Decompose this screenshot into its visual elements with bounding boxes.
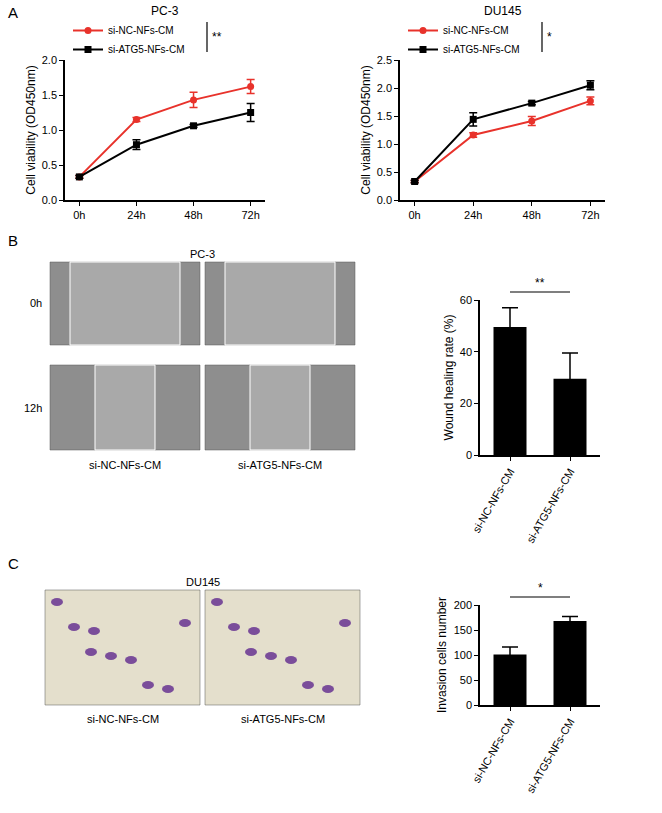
- svg-text:si-NC-NFs-CM: si-NC-NFs-CM: [470, 716, 516, 784]
- svg-text:200: 200: [454, 599, 472, 611]
- svg-text:60: 60: [460, 294, 472, 306]
- svg-text:**: **: [212, 30, 222, 44]
- svg-text:Cell viability (OD450nm): Cell viability (OD450nm): [359, 65, 373, 194]
- svg-text:0: 0: [466, 449, 472, 461]
- svg-text:0.5: 0.5: [377, 166, 392, 178]
- svg-text:si-NC-NFs-CM: si-NC-NFs-CM: [470, 466, 516, 534]
- svg-text:0h: 0h: [409, 209, 421, 221]
- svg-text:C: C: [8, 555, 19, 572]
- svg-text:50: 50: [460, 674, 472, 686]
- svg-text:24h: 24h: [127, 209, 145, 221]
- svg-text:0: 0: [466, 699, 472, 711]
- svg-text:si-ATG5-NFs-CM: si-ATG5-NFs-CM: [238, 459, 322, 471]
- svg-text:20: 20: [460, 397, 472, 409]
- svg-text:40: 40: [460, 346, 472, 358]
- svg-text:0h: 0h: [73, 209, 85, 221]
- svg-text:1.0: 1.0: [42, 124, 57, 136]
- svg-text:si-ATG5-NFs-CM: si-ATG5-NFs-CM: [524, 466, 576, 545]
- svg-text:*: *: [538, 581, 543, 595]
- svg-text:100: 100: [454, 649, 472, 661]
- svg-text:si-NC-NFs-CM: si-NC-NFs-CM: [87, 713, 159, 725]
- svg-text:0.5: 0.5: [42, 159, 57, 171]
- svg-text:72h: 72h: [581, 209, 599, 221]
- svg-text:B: B: [8, 232, 18, 249]
- svg-text:DU145: DU145: [484, 4, 522, 18]
- svg-text:0.0: 0.0: [42, 194, 57, 206]
- svg-text:DU145: DU145: [186, 576, 220, 588]
- svg-text:1.5: 1.5: [377, 110, 392, 122]
- svg-text:Wound healing rate (%): Wound healing rate (%): [442, 315, 456, 441]
- svg-text:si-ATG5-NFs-CM: si-ATG5-NFs-CM: [443, 44, 519, 55]
- svg-text:si-NC-NFs-CM: si-NC-NFs-CM: [89, 459, 161, 471]
- svg-text:1.5: 1.5: [42, 89, 57, 101]
- svg-text:Cell viability (OD450nm): Cell viability (OD450nm): [24, 65, 38, 194]
- svg-text:PC-3: PC-3: [151, 4, 179, 18]
- svg-text:150: 150: [454, 624, 472, 636]
- svg-text:2.5: 2.5: [377, 54, 392, 66]
- svg-text:si-NC-NFs-CM: si-NC-NFs-CM: [443, 25, 509, 36]
- svg-text:*: *: [547, 30, 552, 44]
- svg-text:**: **: [535, 276, 545, 290]
- svg-text:12h: 12h: [24, 402, 42, 414]
- svg-text:24h: 24h: [464, 209, 482, 221]
- svg-text:72h: 72h: [241, 209, 259, 221]
- svg-text:0h: 0h: [30, 297, 42, 309]
- svg-text:si-ATG5-NFs-CM: si-ATG5-NFs-CM: [241, 713, 325, 725]
- svg-text:si-NC-NFs-CM: si-NC-NFs-CM: [108, 25, 174, 36]
- svg-text:0.0: 0.0: [377, 194, 392, 206]
- svg-text:si-ATG5-NFs-CM: si-ATG5-NFs-CM: [108, 44, 184, 55]
- svg-text:PC-3: PC-3: [190, 248, 215, 260]
- svg-text:1.0: 1.0: [377, 138, 392, 150]
- svg-text:48h: 48h: [184, 209, 202, 221]
- svg-text:si-ATG5-NFs-CM: si-ATG5-NFs-CM: [524, 716, 576, 795]
- svg-text:2.0: 2.0: [377, 82, 392, 94]
- svg-text:2.0: 2.0: [42, 54, 57, 66]
- svg-text:A: A: [8, 4, 18, 21]
- svg-text:Invasion cells number: Invasion cells number: [435, 597, 449, 713]
- svg-text:48h: 48h: [523, 209, 541, 221]
